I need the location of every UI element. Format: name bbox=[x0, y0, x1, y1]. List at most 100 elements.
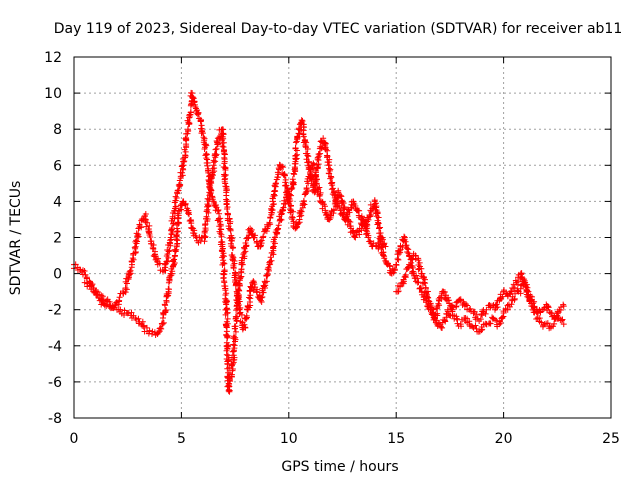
data-point bbox=[159, 315, 166, 322]
data-point bbox=[160, 319, 167, 326]
data-point bbox=[298, 208, 305, 215]
data-point bbox=[351, 200, 358, 207]
data-point bbox=[230, 244, 237, 251]
axis-ticks: 0 5 10 15 20 25 -8 -6 -4 -2 0 2 4 6 8 10 12 bbox=[44, 50, 620, 447]
y-tick-label: 8 bbox=[53, 122, 62, 138]
data-point bbox=[230, 333, 237, 340]
data-point bbox=[438, 292, 445, 299]
data-point bbox=[202, 152, 209, 159]
data-point bbox=[172, 203, 179, 210]
data-point bbox=[409, 256, 416, 263]
data-point bbox=[453, 315, 460, 322]
data-point bbox=[418, 265, 425, 272]
data-point bbox=[399, 279, 406, 286]
data-point bbox=[243, 242, 250, 249]
data-point bbox=[231, 260, 238, 267]
data-point bbox=[185, 119, 192, 126]
data-point bbox=[190, 95, 197, 102]
data-point bbox=[252, 232, 259, 239]
data-point bbox=[131, 244, 138, 251]
data-point bbox=[81, 267, 88, 274]
data-point bbox=[521, 277, 528, 284]
data-point bbox=[163, 307, 170, 314]
data-point bbox=[512, 290, 519, 297]
data-point bbox=[165, 254, 172, 261]
data-point bbox=[86, 283, 93, 290]
data-point bbox=[171, 253, 178, 260]
data-point bbox=[132, 249, 139, 256]
data-point bbox=[197, 118, 204, 125]
data-point bbox=[230, 341, 237, 348]
data-point bbox=[230, 265, 237, 272]
data-point bbox=[250, 287, 257, 294]
data-point bbox=[300, 197, 307, 204]
data-point bbox=[251, 281, 258, 288]
data-point bbox=[352, 234, 359, 241]
data-point bbox=[142, 216, 149, 223]
data-point bbox=[393, 261, 400, 268]
data-point bbox=[289, 184, 296, 191]
data-point bbox=[271, 240, 278, 247]
data-point bbox=[223, 351, 230, 358]
data-point bbox=[367, 201, 374, 208]
data-point bbox=[187, 109, 194, 116]
data-point bbox=[499, 314, 506, 321]
data-point bbox=[507, 288, 514, 295]
data-point bbox=[533, 309, 540, 316]
data-point bbox=[381, 255, 388, 262]
data-point bbox=[221, 154, 228, 161]
data-point bbox=[316, 184, 323, 191]
data-point bbox=[182, 200, 189, 207]
data-point bbox=[272, 180, 279, 187]
data-point bbox=[287, 197, 294, 204]
data-point bbox=[260, 289, 267, 296]
data-point bbox=[325, 162, 332, 169]
data-point bbox=[156, 260, 163, 267]
data-point bbox=[136, 223, 143, 230]
data-point bbox=[165, 286, 172, 293]
data-point bbox=[275, 171, 282, 178]
data-point bbox=[133, 237, 140, 244]
data-point bbox=[202, 233, 209, 240]
data-point bbox=[186, 211, 193, 218]
data-point bbox=[210, 159, 217, 166]
data-point bbox=[560, 303, 567, 310]
data-point bbox=[499, 293, 506, 300]
data-point bbox=[316, 193, 323, 200]
data-point bbox=[146, 222, 153, 229]
data-point bbox=[94, 288, 101, 295]
data-point bbox=[226, 220, 233, 227]
data-point bbox=[220, 148, 227, 155]
data-point bbox=[424, 288, 431, 295]
data-point bbox=[444, 306, 451, 313]
data-point bbox=[313, 180, 320, 187]
data-point bbox=[469, 323, 476, 330]
data-point bbox=[164, 258, 171, 265]
data-point bbox=[292, 139, 299, 146]
data-point bbox=[122, 278, 129, 285]
data-point bbox=[164, 251, 171, 258]
data-point bbox=[174, 237, 181, 244]
data-point bbox=[232, 271, 239, 278]
data-point bbox=[218, 231, 225, 238]
data-point bbox=[207, 182, 214, 189]
data-point bbox=[241, 321, 248, 328]
data-point bbox=[203, 142, 210, 149]
data-point bbox=[559, 316, 566, 323]
data-point bbox=[353, 229, 360, 236]
data-point bbox=[224, 333, 231, 340]
data-point bbox=[157, 324, 164, 331]
data-point bbox=[152, 251, 159, 258]
data-point bbox=[560, 321, 567, 328]
data-point bbox=[472, 322, 479, 329]
data-point bbox=[415, 257, 422, 264]
data-point bbox=[320, 135, 327, 142]
data-point bbox=[235, 301, 242, 308]
data-point bbox=[171, 256, 178, 263]
data-point bbox=[181, 158, 188, 165]
data-point bbox=[163, 258, 170, 265]
data-point bbox=[301, 201, 308, 208]
data-point bbox=[200, 134, 207, 141]
data-point bbox=[290, 208, 297, 215]
data-point bbox=[301, 191, 308, 198]
